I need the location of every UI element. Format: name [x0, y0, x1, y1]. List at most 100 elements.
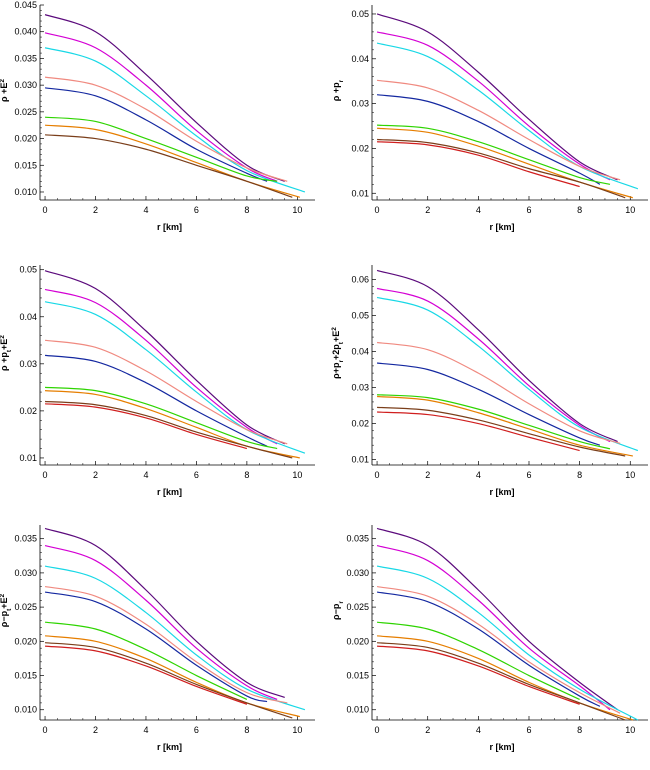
y-tick-label: 0.01: [351, 188, 369, 198]
x-axis-label: r [km]: [157, 742, 182, 752]
y-tick-label: 0.035: [346, 534, 369, 544]
series-line-2: [376, 31, 611, 181]
y-tick-label: 0.04: [351, 346, 369, 356]
x-axis-label: r [km]: [157, 222, 182, 232]
x-tick-label: 6: [194, 725, 199, 735]
x-tick-label: 8: [577, 205, 582, 215]
series-line-2: [376, 287, 611, 443]
y-tick-label: 0.010: [14, 705, 37, 715]
y-tick-label: 0.015: [346, 671, 369, 681]
series-line-8: [44, 642, 293, 719]
y-axis-label-part: +2p: [331, 344, 341, 360]
series-line-3: [376, 565, 639, 721]
series-line-1: [376, 269, 618, 443]
y-axis-label: ρ−pr: [331, 601, 345, 620]
y-tick-label: 0.040: [14, 27, 37, 37]
x-tick-label: 6: [526, 725, 531, 735]
y-tick-label: 0.03: [351, 99, 369, 109]
series-line-3: [44, 565, 306, 711]
series-line-5: [376, 591, 601, 707]
series-line-6: [44, 116, 278, 182]
x-tick-label: 2: [425, 470, 430, 480]
x-tick-label: 0: [43, 470, 48, 480]
x-tick-label: 2: [425, 205, 430, 215]
series-line-8: [377, 642, 626, 721]
x-axis-label: r [km]: [489, 222, 514, 232]
series-line-3: [376, 42, 639, 190]
x-tick-label: 4: [476, 470, 481, 480]
series-line-4: [44, 76, 288, 182]
y-tick-label: 0.010: [14, 187, 37, 197]
y-tick-label: 0.05: [19, 265, 37, 275]
series-line-3: [376, 296, 639, 452]
series-line-6: [377, 394, 611, 450]
x-axis-label: r [km]: [489, 487, 514, 497]
chart-panel-6: 0 2 4 6 8 10 0.010 0.015 0.020 0.025 0.030 0.035 r […: [331, 525, 648, 752]
y-tick-label: 0.02: [351, 419, 369, 429]
x-tick-label: 8: [244, 205, 249, 215]
series-line-9: [45, 403, 248, 450]
x-tick-label: 4: [476, 205, 481, 215]
series-line-8: [377, 138, 626, 199]
y-tick-label: 0.02: [19, 406, 37, 416]
series-line-8: [45, 400, 293, 459]
y-tick-label: 0.015: [14, 160, 37, 170]
y-tick-label: 0.04: [19, 312, 37, 322]
y-axis-label-part: r: [338, 360, 345, 363]
chart-panel-4: 0 2 4 6 8 10 0.01 0.02 0.03 0.04 0.05 0.06 r [km] ρ+p…: [331, 265, 648, 497]
x-tick-label: 4: [143, 205, 148, 215]
x-tick-label: 0: [43, 205, 48, 215]
y-tick-label: 0.02: [351, 143, 369, 153]
x-tick-label: 6: [194, 470, 199, 480]
series-line-2: [44, 288, 278, 445]
y-tick-label: 0.05: [351, 9, 369, 19]
y-axis-label-part: ρ +E: [0, 83, 9, 102]
series-line-5: [44, 87, 268, 182]
y-axis-label-part: ρ−p: [0, 610, 9, 627]
y-tick-label: 0.05: [351, 310, 369, 320]
series-line-5: [376, 362, 601, 446]
series-line-4: [376, 79, 621, 181]
x-tick-label: 8: [577, 470, 582, 480]
y-tick-label: 0.020: [346, 636, 369, 646]
x-tick-label: 0: [375, 470, 380, 480]
x-tick-label: 2: [425, 725, 430, 735]
series-line-4: [376, 341, 621, 444]
series-line-5: [44, 591, 268, 703]
x-tick-label: 10: [292, 725, 302, 735]
series-line-1: [44, 14, 285, 182]
chart-panel-3: 0 2 4 6 8 10 0.01 0.02 0.03 0.04 0.05 r [km] ρ +pt+E…: [0, 265, 315, 497]
series-line-4: [376, 585, 621, 714]
x-tick-label: 0: [375, 725, 380, 735]
series-line-6: [45, 386, 278, 450]
series-line-9: [377, 411, 580, 452]
y-axis-label: ρ−pt+E2: [0, 593, 13, 627]
x-axis-label: r [km]: [157, 487, 182, 497]
x-tick-label: 10: [625, 205, 635, 215]
y-tick-label: 0.01: [351, 455, 369, 465]
x-tick-label: 8: [577, 725, 582, 735]
y-tick-label: 0.025: [14, 107, 37, 117]
y-tick-label: 0.020: [14, 134, 37, 144]
y-tick-label: 0.025: [14, 602, 37, 612]
y-axis-label: ρ +pt+E2: [0, 335, 13, 371]
y-tick-label: 0.025: [346, 602, 369, 612]
y-tick-label: 0.030: [14, 80, 37, 90]
x-axis-label: r [km]: [489, 742, 514, 752]
series-line-7: [377, 395, 633, 457]
series-line-2: [44, 544, 278, 701]
chart-panel-1: 0 2 4 6 8 10 0.010 0.015 0.020 0.025 0.030 0.035 0.0…: [0, 0, 315, 232]
x-tick-label: 2: [93, 725, 98, 735]
y-tick-label: 0.04: [351, 54, 369, 64]
y-axis-label-part: ρ +p: [0, 352, 9, 371]
y-axis-label-part: ρ−p: [331, 603, 341, 620]
y-axis-label-part: +E: [0, 339, 9, 350]
series-line-8: [45, 134, 293, 198]
series-line-8: [377, 406, 626, 457]
y-axis-label-part: ρ+p: [331, 362, 341, 379]
series-line-4: [44, 339, 288, 445]
series-line-9: [44, 645, 248, 705]
x-tick-label: 10: [625, 470, 635, 480]
